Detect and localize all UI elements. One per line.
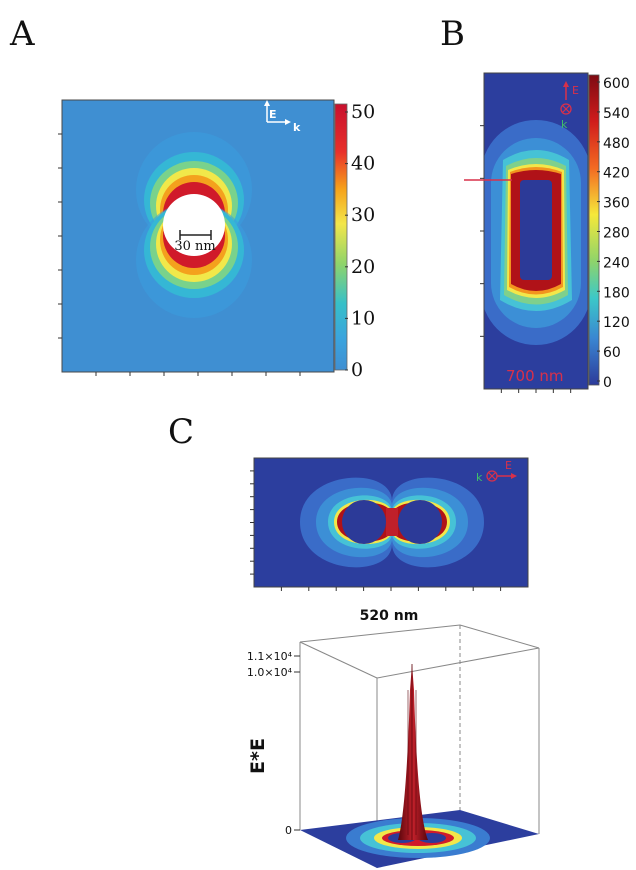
panel-c-particle-left xyxy=(342,500,386,544)
panel-c-letter: C xyxy=(168,412,194,452)
panel-c-vector-k: k xyxy=(476,471,483,484)
panel-b-colorbar-tick-9: 60 xyxy=(603,345,621,361)
panel-c-field-map xyxy=(250,457,529,591)
panel-b-letter: B xyxy=(440,14,465,54)
panel-c-3d-plot: 1.1×10⁴ 1.0×10⁴ 0 E*E xyxy=(247,624,540,868)
panel-a-polarization-vectors: E k xyxy=(264,100,301,134)
panel-a-colorbar-tick-2: 30 xyxy=(351,204,375,226)
panel-a-field-map xyxy=(58,99,335,376)
panel-b-nanorod xyxy=(520,180,552,280)
panel-c-z-tick-top: 1.1×10⁴ xyxy=(247,650,293,663)
panel-a-colorbar-tick-5: 0 xyxy=(351,359,363,381)
panel-b-colorbar-tick-1: 540 xyxy=(603,106,630,122)
panel-a-colorbar: 50 40 30 20 10 0 xyxy=(334,101,375,381)
panel-a-colorbar-tick-0: 50 xyxy=(351,101,375,123)
panel-b-wavelength-label: 700 nm xyxy=(506,367,564,385)
panel-b-vector-k: k xyxy=(561,118,568,131)
panel-b-colorbar-tick-7: 180 xyxy=(603,285,630,301)
panel-b-colorbar-tick-3: 420 xyxy=(603,166,630,182)
panel-c-z-axis-label: E*E xyxy=(247,738,269,774)
panel-b-colorbar-tick-10: 0 xyxy=(603,375,612,391)
panel-b-colorbar-tick-6: 240 xyxy=(603,255,630,271)
panel-c-3d-peak xyxy=(398,664,428,840)
panel-a-particle xyxy=(163,194,225,256)
panel-a-vector-E: E xyxy=(269,108,277,121)
panel-b-vector-E: E xyxy=(572,84,579,97)
panel-a-scale-bar-label: 30 nm xyxy=(174,239,215,254)
panel-a-colorbar-tick-1: 40 xyxy=(351,153,375,175)
panel-b-colorbar-tick-8: 120 xyxy=(603,315,630,331)
panel-a-letter: A xyxy=(9,14,35,54)
panel-a-colorbar-tick-4: 10 xyxy=(351,307,375,329)
panel-c-polarization-vectors: k E xyxy=(476,459,517,484)
panel-b-colorbar-tick-2: 480 xyxy=(603,136,630,152)
panel-c-particle-right xyxy=(398,500,442,544)
panel-c-z-tick-second: 1.0×10⁴ xyxy=(247,666,293,679)
panel-b-colorbar-tick-0: 600 xyxy=(603,76,630,92)
panel-a-colorbar-tick-3: 20 xyxy=(351,256,375,278)
panel-b-colorbar-tick-5: 280 xyxy=(603,226,630,242)
panel-c-z-tick-zero: 0 xyxy=(285,824,292,837)
panel-b-polarization-vectors: E k xyxy=(560,81,579,131)
panel-b-colorbar-tick-4: 360 xyxy=(603,196,630,212)
panel-a-vector-k: k xyxy=(293,121,301,134)
panel-a-scale-bar: 30 nm xyxy=(174,230,216,254)
panel-b-field-map xyxy=(480,72,589,393)
panel-c-vector-E: E xyxy=(505,459,512,472)
panel-c-wavelength-label: 520 nm xyxy=(360,608,419,624)
